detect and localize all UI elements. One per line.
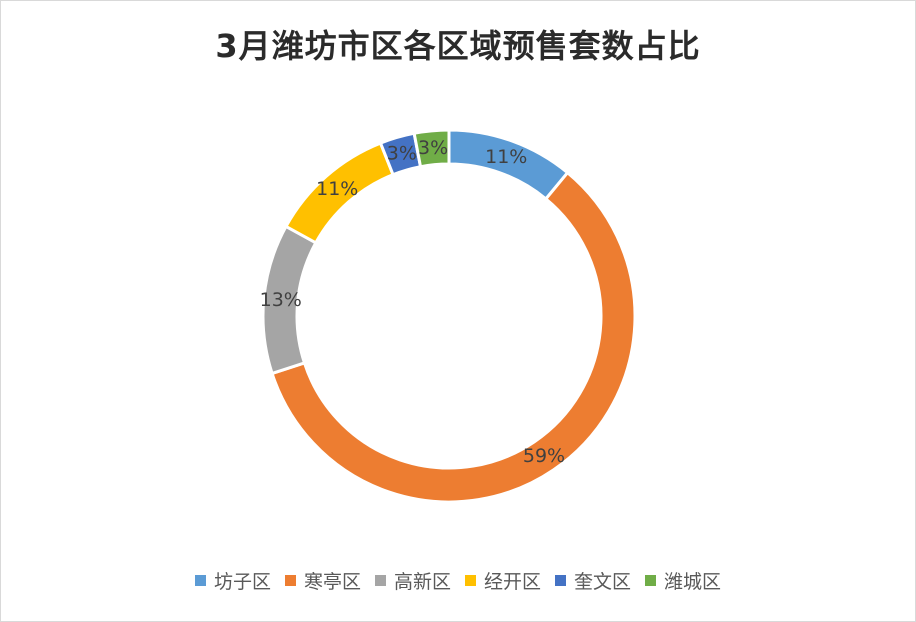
- legend-swatch-0: [194, 575, 206, 586]
- slice-5: [412, 128, 451, 169]
- legend-label-1: 寒亭区: [303, 571, 361, 593]
- legend-swatch-2: [374, 575, 386, 586]
- legend-item-4: 奎文区: [555, 567, 631, 594]
- chart-title: 3月潍坊市区各区域预售套数占比: [215, 27, 701, 65]
- legend-swatch-1: [284, 575, 296, 586]
- data-label-3: 11%: [316, 178, 358, 200]
- data-label-5: 3%: [418, 137, 448, 159]
- legend-label-4: 奎文区: [574, 571, 632, 593]
- legend-item-2: 高新区: [374, 567, 451, 594]
- legend-item-3: 经开区: [465, 567, 541, 594]
- legend-item-1: 寒亭区: [284, 567, 361, 594]
- legend-label-0: 坊子区: [213, 571, 271, 593]
- legend-item-5: 潍城区: [645, 567, 721, 594]
- data-labels-group: 11% 59% 13% 11% 3% 3%: [260, 137, 565, 467]
- legend-swatch-4: [555, 575, 567, 586]
- slices-group: [261, 128, 637, 504]
- legend-swatch-5: [645, 575, 657, 586]
- legend-label-2: 高新区: [393, 571, 451, 593]
- data-label-4: 3%: [387, 143, 417, 165]
- data-label-2: 13%: [260, 289, 302, 311]
- data-label-1: 59%: [523, 445, 565, 467]
- chart-legend: 坊子区 寒亭区 高新区 经开区 奎文区 潍城区: [1, 567, 915, 594]
- legend-label-5: 潍城区: [664, 571, 722, 593]
- slice-1: [270, 170, 637, 504]
- legend-swatch-3: [465, 575, 476, 586]
- legend-item-0: 坊子区: [194, 567, 271, 594]
- data-label-0: 11%: [485, 146, 527, 168]
- legend-label-3: 经开区: [484, 571, 542, 593]
- doughnut-chart: 11% 59% 13% 11% 3% 3%: [260, 128, 637, 504]
